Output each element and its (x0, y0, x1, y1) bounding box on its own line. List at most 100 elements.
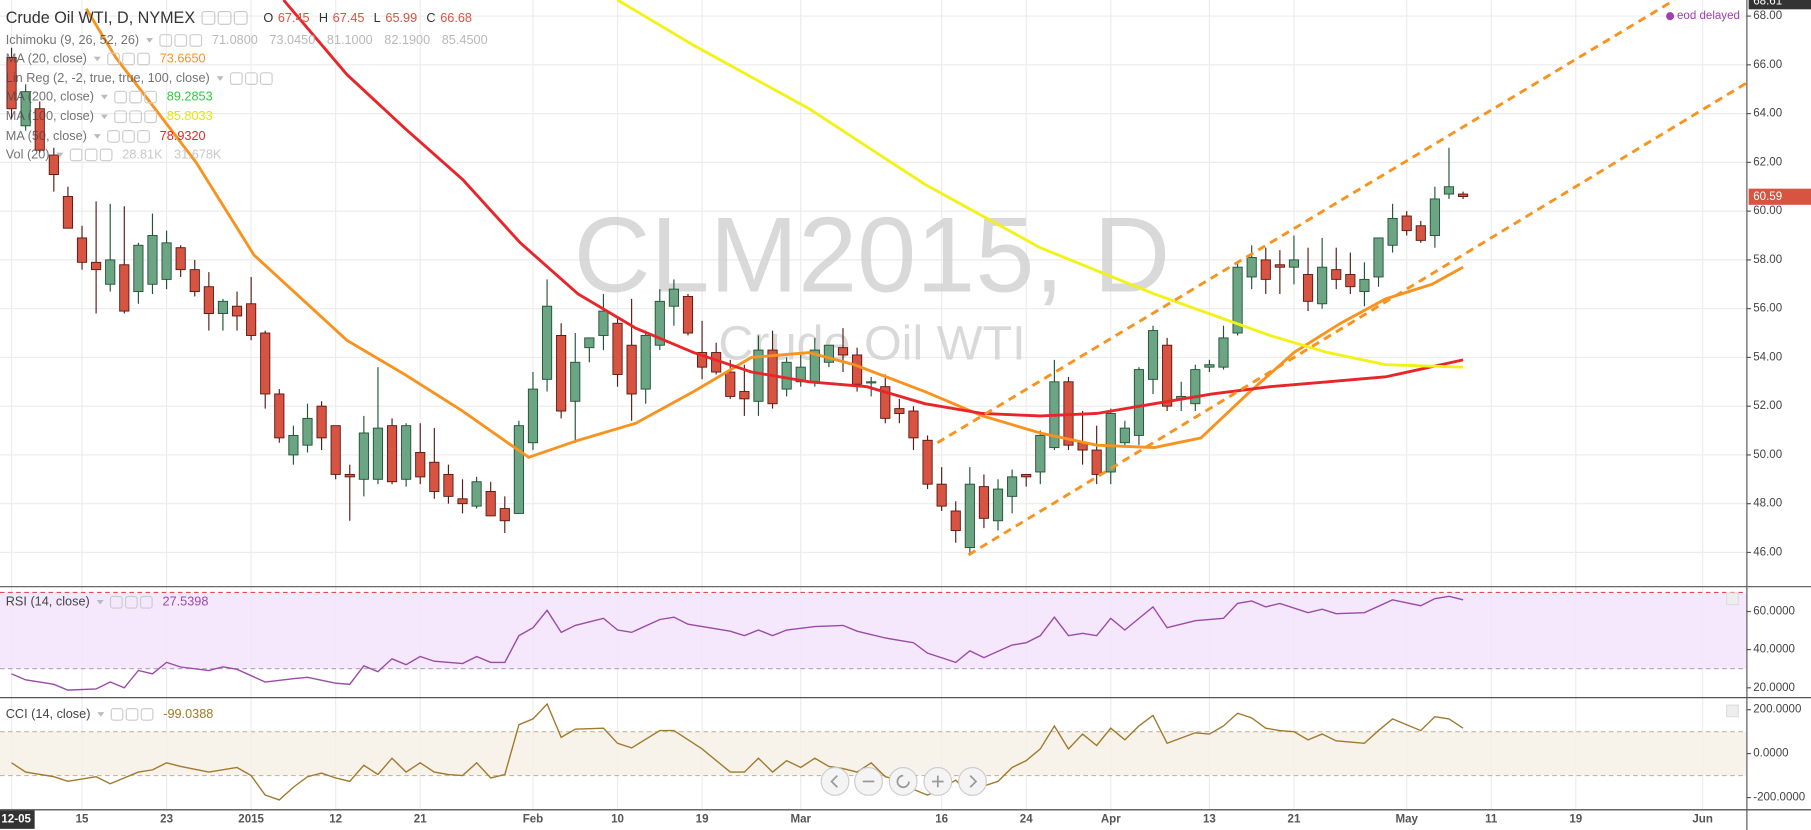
x-tick-label: Feb (523, 814, 544, 826)
indicator-icon[interactable] (114, 110, 127, 124)
dropdown-arrow[interactable] (97, 712, 105, 717)
ohlc-key: C (426, 10, 435, 25)
candle-body (570, 361, 581, 402)
nav-button[interactable] (958, 766, 987, 796)
candle-body (105, 259, 116, 285)
y-tick-label: 20.0000 (1753, 682, 1795, 694)
ohlc-key: O (263, 10, 273, 25)
candle-body (161, 242, 172, 280)
x-tick-label: Jun (1692, 814, 1713, 826)
candle-body (1288, 259, 1300, 268)
candle-body (1133, 369, 1145, 436)
indicator-name: MA (100, close) (6, 108, 94, 123)
indicator-icon[interactable] (122, 52, 135, 66)
candle-body (880, 386, 891, 419)
dropdown-arrow[interactable] (100, 94, 108, 100)
indicator-icon[interactable] (159, 34, 173, 47)
candle-body (598, 310, 609, 336)
indicator-icon[interactable] (107, 130, 120, 143)
x-tick-label: 12 (329, 814, 342, 826)
candle-body (781, 361, 792, 390)
panel-button[interactable] (1726, 592, 1739, 606)
nav-icon (830, 775, 838, 788)
candle-body (415, 452, 426, 478)
nav-icon (932, 775, 944, 788)
indicator-icon[interactable] (129, 110, 142, 124)
y-tick-label: 0.0000 (1753, 748, 1788, 760)
candle-body (1035, 434, 1046, 473)
indicator-value: 85.8033 (167, 108, 213, 123)
dropdown-arrow[interactable] (216, 76, 224, 81)
indicator-icon[interactable] (137, 130, 150, 143)
header-icon[interactable] (217, 10, 232, 25)
ohlc-value: 67.45 (333, 10, 365, 25)
candle-body (372, 427, 384, 480)
indicator-icon[interactable] (84, 148, 98, 162)
x-tick-label: 23 (160, 814, 173, 826)
indicator-icon[interactable] (174, 34, 188, 47)
indicator-icon[interactable] (229, 72, 243, 85)
y-tick-label: 64.00 (1753, 108, 1782, 120)
candle-body (682, 295, 694, 334)
candle-body (640, 335, 651, 390)
x-tick-label: Apr (1101, 814, 1121, 826)
last-price-label: 60.59 (1753, 191, 1782, 203)
dropdown-arrow[interactable] (100, 114, 108, 120)
dropdown-arrow[interactable] (93, 56, 101, 62)
candle-body (288, 434, 299, 456)
indicator-icon[interactable] (124, 595, 138, 609)
candle-body (330, 425, 341, 475)
indicator-icon[interactable] (125, 708, 139, 721)
last-price-badge (1748, 188, 1811, 205)
nav-button[interactable] (820, 766, 850, 796)
candle-body (908, 410, 919, 439)
candle-body (1147, 330, 1159, 380)
indicator-icon[interactable] (189, 34, 203, 47)
time-axis (0, 809, 1811, 830)
indicator-icon[interactable] (69, 148, 83, 162)
indicator-icon[interactable] (144, 90, 157, 104)
indicator-icon[interactable] (107, 52, 120, 66)
indicator-icon[interactable] (114, 90, 127, 104)
indicator-icon[interactable] (109, 595, 123, 609)
candle-body (344, 473, 355, 478)
header-icon[interactable] (233, 10, 248, 25)
panel-button[interactable] (1726, 704, 1739, 718)
indicator-icon[interactable] (110, 708, 124, 721)
nav-button[interactable] (888, 766, 918, 796)
indicator-icon[interactable] (129, 90, 142, 104)
x-tick-label: 10 (611, 814, 624, 826)
candle-body (1021, 473, 1032, 478)
indicator-name: MA (200, close) (6, 88, 94, 103)
x-tick-label: May (1395, 814, 1418, 826)
candle-body (936, 483, 947, 507)
candle-body (457, 498, 468, 505)
indicator-icon[interactable] (244, 72, 258, 85)
panel (0, 591, 1747, 691)
dropdown-arrow[interactable] (146, 38, 154, 43)
indicator-icon[interactable] (137, 52, 150, 66)
candle-body (584, 337, 595, 349)
indicator-icon[interactable] (99, 148, 113, 162)
candle-body (1260, 259, 1271, 280)
indicator-icon[interactable] (259, 72, 273, 85)
indicator-icon[interactable] (139, 595, 153, 609)
dropdown-arrow[interactable] (96, 599, 104, 605)
candle-body (443, 473, 454, 497)
dropdown-arrow[interactable] (56, 152, 64, 158)
dropdown-arrow[interactable] (93, 134, 101, 139)
indicator-icon[interactable] (144, 110, 157, 124)
indicator-value: 27.5398 (163, 594, 209, 609)
indicator-value: 82.1900 (384, 32, 430, 47)
candle-body (231, 305, 243, 317)
indicator-icon[interactable] (140, 708, 154, 721)
header-icon[interactable] (201, 10, 216, 25)
indicator-icon[interactable] (122, 130, 135, 143)
candle-body (978, 486, 990, 519)
candle-body (485, 491, 496, 517)
watermark-subtitle: Crude Oil WTI (718, 317, 1025, 371)
x-tick-label: 15 (76, 814, 89, 826)
